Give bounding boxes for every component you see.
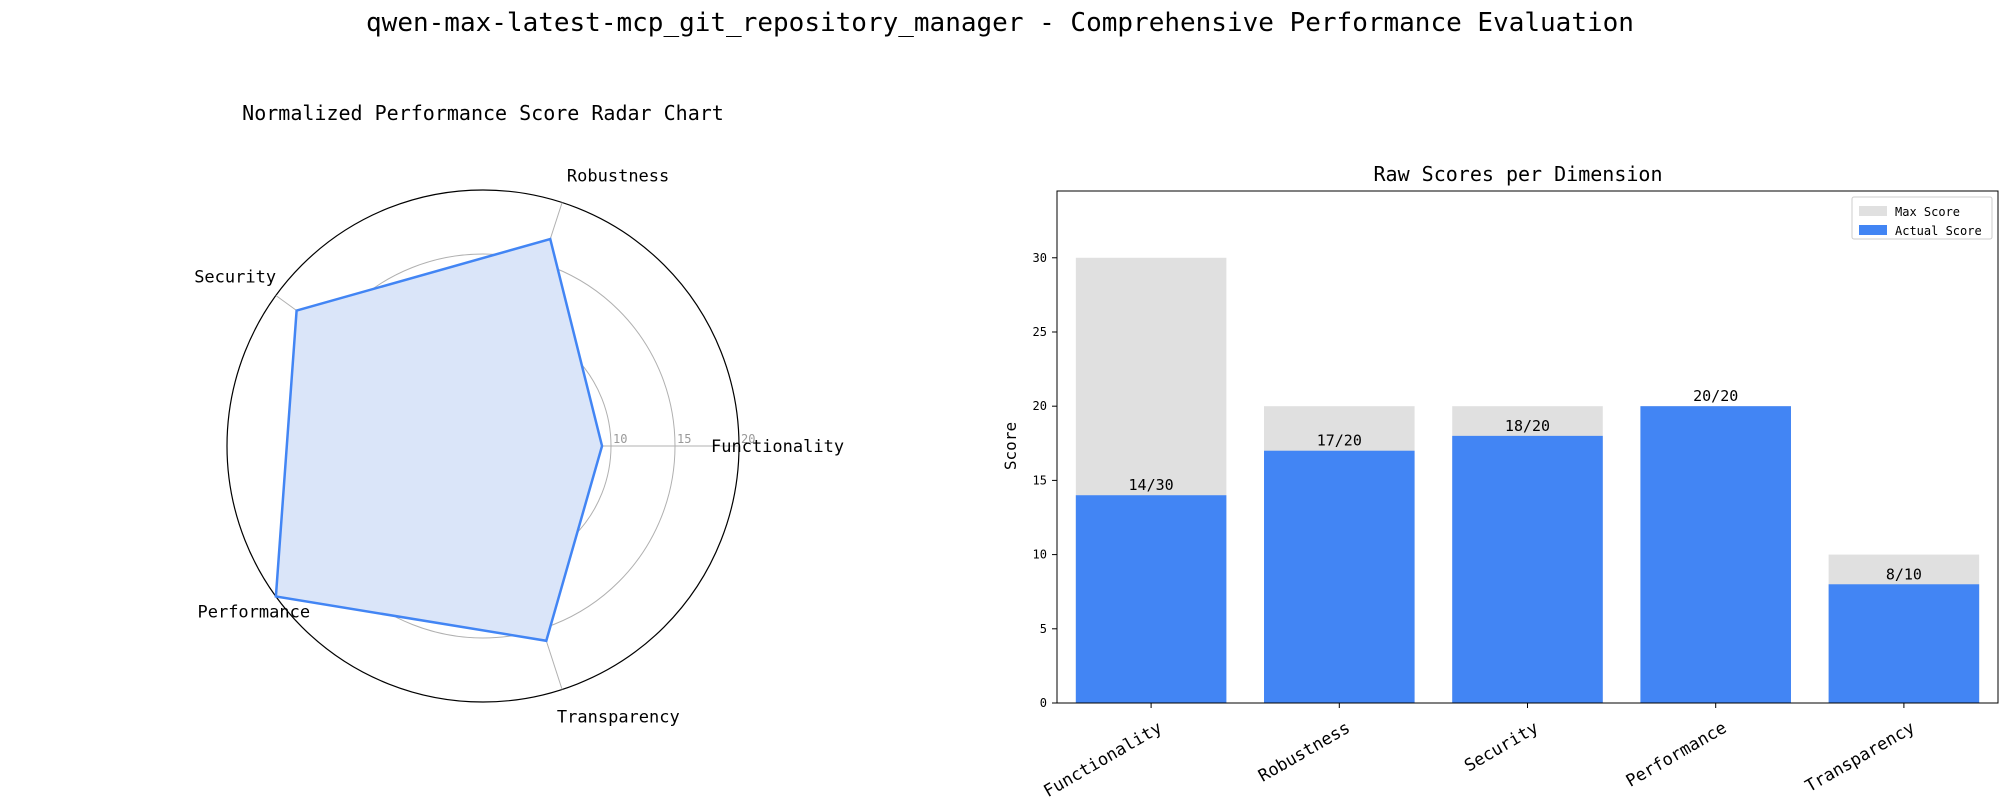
radar-axis-label: Robustness <box>567 167 669 187</box>
radar-axis-label: Security <box>194 268 276 288</box>
x-tick-label: Functionality <box>1040 718 1165 800</box>
radar-title: Normalized Performance Score Radar Chart <box>242 101 724 125</box>
legend-swatch <box>1859 225 1887 235</box>
bar-data-label: 8/10 <box>1886 565 1922 583</box>
radar-series-line <box>274 237 604 643</box>
y-tick-label: 25 <box>1033 325 1047 339</box>
y-tick-label: 5 <box>1040 622 1047 636</box>
y-tick-label: 20 <box>1033 399 1047 413</box>
legend-swatch <box>1859 206 1887 216</box>
radar-chart: Normalized Performance Score Radar Chart… <box>194 101 844 727</box>
y-tick-label: 15 <box>1033 473 1047 487</box>
y-tick-label: 30 <box>1033 251 1047 265</box>
x-tick-label: Robustness <box>1255 718 1354 787</box>
y-tick-label: 10 <box>1033 548 1047 562</box>
y-tick-label: 0 <box>1040 696 1047 710</box>
legend-label: Max Score <box>1895 205 1960 219</box>
bar-actual-score <box>1828 584 1980 703</box>
x-tick-label: Transparency <box>1802 718 1918 797</box>
radar-axis-label: Transparency <box>557 707 680 727</box>
x-tick-label: Security <box>1461 718 1542 776</box>
bar-actual-score <box>1264 450 1415 703</box>
figure-title: qwen-max-latest-mcp_git_repository_manag… <box>366 8 1634 38</box>
bar-data-label: 18/20 <box>1505 417 1550 435</box>
bar-data-label: 20/20 <box>1693 387 1738 405</box>
x-tick-label: Performance <box>1623 718 1731 792</box>
bar-actual-score <box>1075 495 1227 703</box>
bar-y-axis-label: Score <box>1001 422 1020 470</box>
radar-area <box>275 239 603 641</box>
radar-tick-label: 20 <box>741 432 755 446</box>
bar-data-label: 14/30 <box>1129 476 1174 494</box>
bar-actual-score <box>1640 406 1791 703</box>
radar-tick-label: 10 <box>613 432 627 446</box>
radar-tick-label: 15 <box>677 432 691 446</box>
legend-label: Actual Score <box>1895 224 1982 238</box>
radar-axis-label: Functionality <box>711 437 844 457</box>
bar-chart: Raw Scores per Dimension Score 14/30 17/2… <box>1001 162 1999 800</box>
bar-title: Raw Scores per Dimension <box>1374 162 1663 186</box>
bar-actual-score <box>1452 435 1603 703</box>
bar-data-label: 17/20 <box>1317 432 1362 450</box>
radar-axis-label: Performance <box>197 602 310 622</box>
